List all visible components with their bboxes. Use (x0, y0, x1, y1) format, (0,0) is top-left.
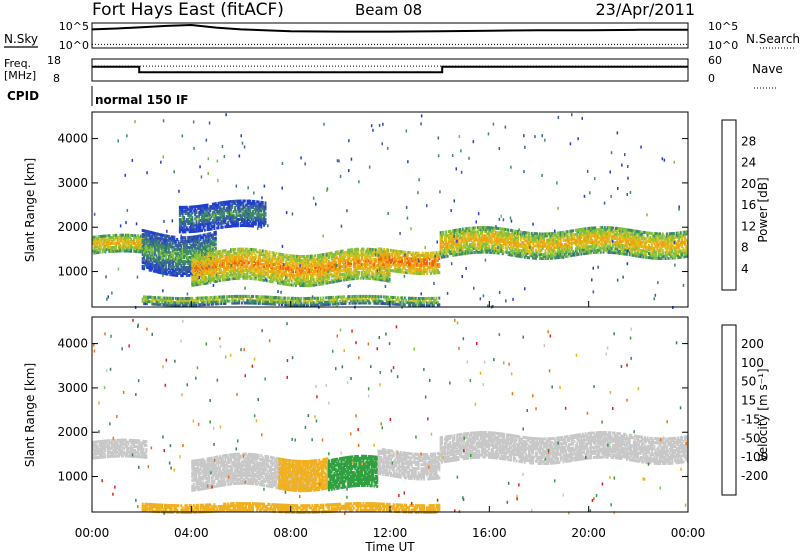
heatmap-cell (371, 258, 373, 261)
heatmap-cell (387, 249, 389, 252)
noise-left-label: N.Sky (4, 32, 38, 46)
heatmap-cell (438, 263, 440, 266)
heatmap-cell (191, 216, 193, 219)
heatmap-cell (222, 226, 224, 229)
heatmap-cell (447, 255, 449, 258)
date-title: 23/Apr/2011 (595, 0, 695, 19)
heatmap-cell (567, 230, 569, 233)
heatmap-cell (291, 280, 293, 283)
freq-panel: Freq. [MHz] 18 8 60 0 Nave (4, 54, 783, 88)
heatmap-cell (173, 236, 175, 239)
heatmap-cell (313, 278, 315, 281)
heatmap-cell (234, 248, 236, 251)
nave-right-label: Nave (752, 62, 783, 76)
heatmap-cell (445, 230, 447, 233)
noise-right-label: N.Search (746, 32, 800, 46)
heatmap-cell (215, 247, 217, 250)
cpid-label: CPID (7, 89, 39, 103)
heatmap-cell (251, 277, 253, 280)
heatmap-cell (528, 232, 530, 235)
heatmap-cell (335, 261, 337, 264)
heatmap-cell (357, 248, 359, 251)
heatmap-cell (244, 200, 246, 203)
noise-right-tick-top: 10^5 (708, 20, 738, 33)
heatmap-cell (265, 218, 267, 221)
heatmap-cell (183, 216, 185, 219)
heatmap-cell (488, 245, 490, 248)
heatmap-cell (276, 252, 278, 255)
heatmap-cell (314, 254, 316, 257)
freq-left-tick-top: 18 (47, 54, 61, 67)
cpid-value: normal 150 IF (95, 93, 189, 107)
heatmap-cell (215, 237, 217, 240)
heatmap-cell (215, 231, 217, 234)
heatmap-cell (362, 248, 364, 251)
noise-panel: N.Sky 10^5 10^0 10^5 10^0 N.Search (4, 20, 800, 52)
nave-right-tick-bottom: 0 (708, 72, 715, 85)
freq-series-line (92, 67, 688, 73)
heatmap-cell (474, 226, 476, 229)
heatmap-cell (269, 251, 271, 254)
heatmap-cell (229, 278, 231, 281)
noise-left-tick-top: 10^5 (59, 20, 89, 33)
heatmap-cell (469, 227, 471, 230)
nave-right-tick-top: 60 (708, 54, 722, 67)
noise-left-tick-bottom: 10^0 (59, 39, 89, 52)
heatmap-cell (255, 254, 257, 257)
heatmap-cell (165, 264, 167, 267)
beam-title: Beam 08 (355, 1, 422, 19)
freq-panel-frame (92, 59, 688, 81)
heatmap-cell (507, 229, 509, 232)
heatmap-cell (204, 229, 206, 232)
heatmap-cell (265, 201, 267, 204)
heatmap-cell (358, 271, 360, 274)
heatmap-cell (207, 204, 209, 207)
heatmap-cell (215, 243, 217, 246)
power-heatmap-cells (92, 113, 689, 309)
heatmap-cell (262, 201, 264, 204)
heatmap-cell (375, 258, 377, 261)
nsky-series-line (92, 25, 688, 32)
heatmap-cell (350, 268, 352, 271)
heatmap-cell (382, 266, 384, 269)
heatmap-cell (389, 278, 391, 281)
station-title: Fort Hays East (fitACF) (92, 0, 284, 20)
freq-left-label-line2: [MHz] (4, 69, 36, 82)
noise-right-tick-bottom: 10^0 (708, 39, 738, 52)
heatmap-cell (265, 212, 267, 215)
heatmap-cell (474, 243, 476, 246)
heatmap-cell (572, 229, 574, 232)
heatmap-cell (442, 231, 444, 234)
heatmap-cell (438, 271, 440, 274)
heatmap-cell (502, 250, 504, 253)
heatmap-cell (262, 249, 264, 252)
freq-left-tick-bottom: 8 (53, 72, 60, 85)
heatmap-cell (184, 236, 186, 239)
